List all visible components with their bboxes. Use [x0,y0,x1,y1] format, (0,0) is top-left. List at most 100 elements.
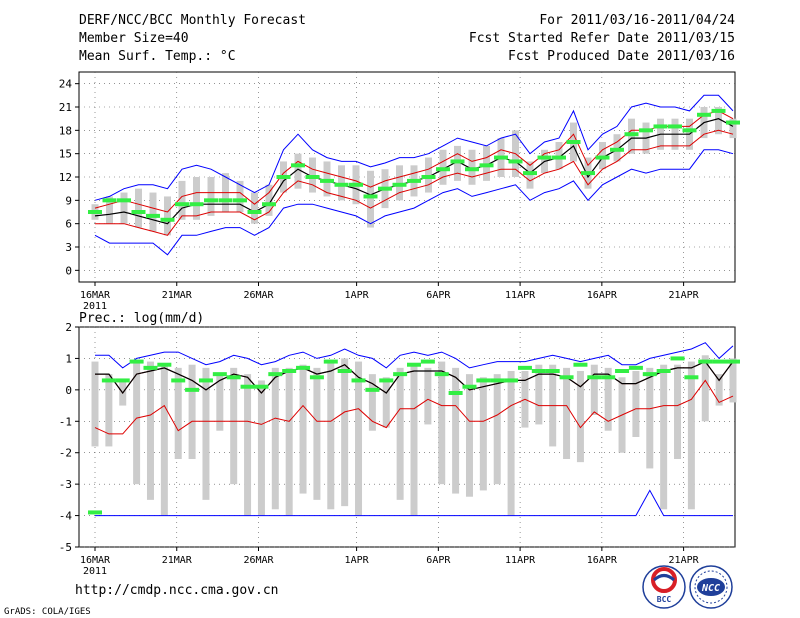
temp-observed-marker [639,128,653,133]
prec-box [729,358,737,403]
prec-box [285,367,293,516]
temp-observed-marker [465,167,479,172]
temp-observed-marker [595,155,610,160]
prec-observed-marker [642,372,657,377]
ncc-logo-text: NCC [701,583,720,594]
prec-box [674,364,682,459]
temp-observed-marker [523,171,537,176]
temp-y-tick-label: 9 [65,194,72,207]
temp-observed-marker [726,120,740,125]
prec-observed-marker [587,375,602,380]
prec-observed-marker [407,362,421,367]
prec-box [563,367,571,459]
temp-observed-marker [247,210,262,214]
prec-box [576,371,584,463]
prec-observed-marker [185,387,200,392]
temp-y-tick-label: 6 [65,218,72,231]
temp-box [164,196,171,236]
prec-box [424,367,432,425]
prec-observed-marker [559,375,574,380]
prec-observed-marker [517,365,532,370]
temp-x-tick-label: 16MAR [80,290,111,301]
temp-observed-marker [204,198,218,203]
prec-box [410,364,418,516]
temp-observed-marker [653,124,668,129]
prec-min-line [95,489,733,517]
temp-observed-marker [102,198,117,203]
prec-lower-percentile-line [94,379,734,435]
prec-box [105,374,113,447]
prec-observed-marker [296,365,311,370]
prec-observed-marker [434,372,449,377]
precipitation-chart: -5 -4 -3 -2 -1 0 1 2 16MAR 21MAR 26MAR 1APR 6APR 11AP… [59,321,740,577]
prec-box [465,374,473,497]
temp-observed-marker [537,155,552,160]
header-forecast-period: For 2011/03/16-2011/04/24 [539,13,735,28]
temp-observed-marker [146,213,160,218]
prec-observed-marker [129,359,144,364]
prec-observed-marker [143,365,158,370]
header-variable: Mean Surf. Temp.: °C [79,49,236,64]
temp-observed-marker [175,202,189,207]
temp-box [265,184,273,216]
temp-observed-marker [610,147,624,152]
temp-observed-marker [160,217,175,222]
prec-box [202,367,210,500]
prec-observed-marker [712,359,727,364]
temp-x-tick-label: 21APR [669,290,700,301]
temp-x-tick-label: 11APR [505,290,536,301]
temp-observed-marker [363,194,378,199]
prec-box [146,361,154,500]
temp-observed-marker [262,202,276,207]
prec-observed-marker [615,369,630,373]
prec-observed-marker [462,384,477,389]
prec-box [368,374,376,431]
temp-y-tick-label: 0 [65,264,72,277]
prec-observed-marker [323,359,338,364]
temp-box [715,107,722,135]
temp-observed-marker [436,167,450,172]
footer-url: http://cmdp.ncc.cma.gov.cn [75,583,279,598]
temp-box [149,192,157,232]
prec-box [687,361,695,510]
prec-observed-marker [670,356,685,361]
temp-box [193,177,200,220]
temp-x-tick-label: 26MAR [243,290,274,301]
prec-x-year-label: 2011 [83,566,107,577]
temp-observed-marker [494,155,508,160]
temp-observed-marker [450,159,465,164]
temp-observed-marker [378,186,392,191]
prec-x-tick-label: 6APR [426,555,451,566]
temp-observed-marker [711,108,726,113]
prec-observed-marker [490,378,505,383]
prec-observed-marker [573,362,588,367]
prec-observed-marker [171,378,186,383]
prec-box [452,367,460,494]
temp-y-tick-label: 15 [59,148,72,161]
temp-box [120,192,128,224]
prec-observed-marker [601,375,616,380]
prec-box [493,374,501,485]
header-produced-date: Fcst Produced Date 2011/03/16 [508,49,735,64]
prec-box [355,361,363,516]
temp-observed-marker [407,178,421,183]
temp-observed-marker [624,132,639,137]
temp-min-line [94,149,734,256]
prec-x-tick-label: 21MAR [162,555,193,566]
prec-box [216,374,224,431]
temp-y-tick-label: 18 [59,124,72,137]
temp-y-tick-label: 21 [59,101,72,114]
temp-max-line [94,94,734,201]
prec-observed-marker [351,378,366,383]
header-start-date: Fcst Started Refer Date 2011/03/15 [469,31,735,46]
temp-y-tick-label: 3 [65,241,72,254]
prec-observed-marker [476,378,491,383]
prec-box [660,364,668,510]
temp-observed-marker [291,163,305,168]
prec-box [479,377,487,491]
bcc-logo-text: BCC [657,595,672,604]
temp-x-year-label: 2011 [83,301,107,312]
temp-x-tick-label: 16APR [587,290,618,301]
temp-box [251,192,258,224]
